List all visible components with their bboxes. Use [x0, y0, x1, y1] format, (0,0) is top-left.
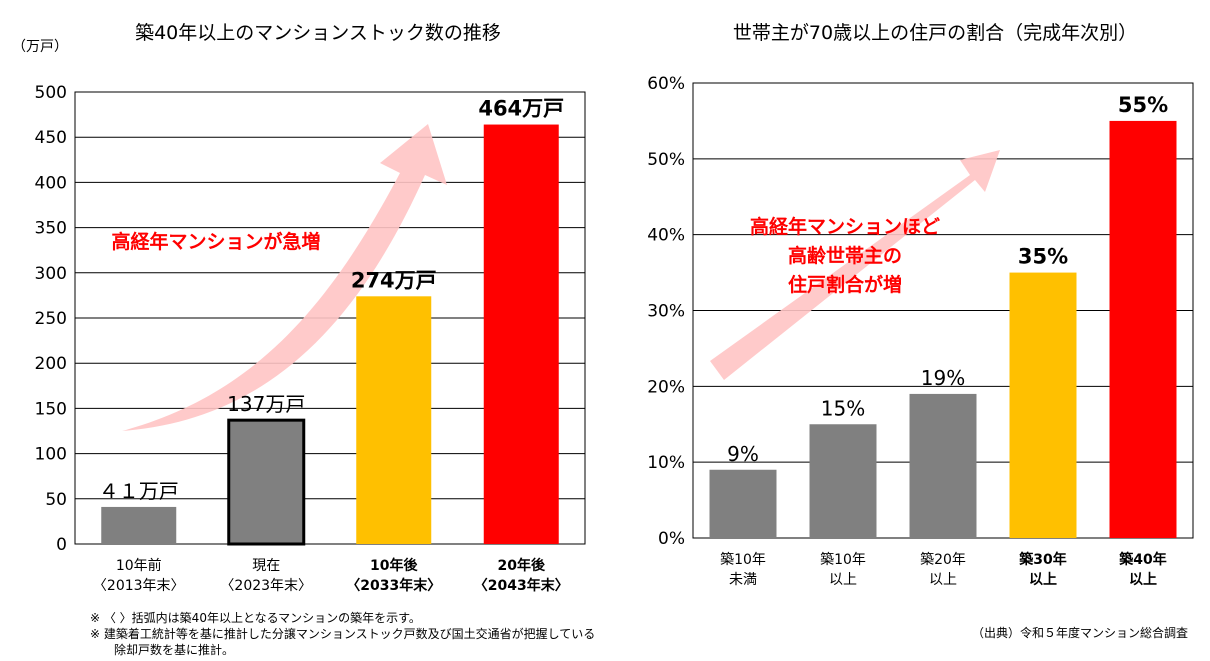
x-tick-label-line1: 築40年: [1118, 551, 1166, 568]
bar-1: [101, 506, 177, 544]
y-tick-label: 350: [35, 219, 67, 239]
footnote-3: 除却戸数を基に推計。: [114, 642, 234, 657]
bar-3: [909, 393, 977, 538]
y-tick-label: 10%: [647, 453, 685, 473]
data-label-1: ４１万戸: [99, 479, 179, 503]
x-tick-label-line1: 築30年: [1018, 551, 1066, 568]
x-tick-label-line1: 20年後: [498, 557, 546, 574]
x-tick-label-line2: 以上: [1129, 572, 1157, 588]
x-tick-label-line2: 〈2033年末〉: [346, 577, 441, 594]
right-annotation-line-1: 高経年マンションほど: [750, 215, 940, 238]
left-chart: 築40年以上のマンションストック数の推移 （万戸） 0 50 100 150 200 25…: [12, 22, 586, 594]
x-tick-label-line2: 〈2013年末〉: [93, 578, 185, 594]
y-tick-label: 40%: [647, 226, 685, 246]
right-trend-arrow: [710, 150, 1000, 380]
x-tick-label-line1: 10年前: [116, 557, 162, 574]
left-unit-label: （万戸）: [12, 39, 68, 55]
x-tick-label-line1: 現在: [252, 558, 280, 574]
x-tick-label-line1: 築10年: [820, 552, 866, 568]
left-trend-arrow: [122, 124, 447, 431]
x-tick-label-line2: 以上: [829, 572, 857, 588]
bar-3: [356, 296, 432, 544]
data-label-3: 19%: [921, 366, 965, 390]
data-label-2: 137万戸: [227, 392, 305, 416]
data-label-5: 55%: [1118, 93, 1168, 117]
left-chart-title: 築40年以上のマンションストック数の推移: [135, 22, 501, 44]
data-label-1: 9%: [727, 442, 759, 466]
bar-4: [1009, 272, 1077, 538]
y-tick-label: 0: [56, 535, 67, 555]
bar-5: [1109, 120, 1177, 539]
data-label-3: 274万戸: [351, 268, 437, 292]
y-tick-label: 300: [35, 264, 67, 284]
footnotes: ※ 〈 〉括弧内は築40年以上となるマンションの築年を示す。 ※ 建築着工統計等…: [90, 610, 595, 657]
footnote-1: ※ 〈 〉括弧内は築40年以上となるマンションの築年を示す。: [90, 610, 421, 625]
footnote-2: ※ 建築着工統計等を基に推計した分譲マンションストック戸数及び国土交通省が把握し…: [90, 626, 595, 641]
y-tick-label: 200: [35, 354, 67, 374]
right-annotation-line-2: 高齢世帯主の: [788, 244, 902, 267]
y-tick-label: 60%: [647, 74, 685, 94]
x-tick-label-line1: 築20年: [920, 552, 966, 568]
data-label-4: 464万戸: [478, 97, 564, 121]
x-tick-label-line2: 以上: [929, 572, 957, 588]
right-annotation-line-3: 住戸割合が増: [788, 273, 902, 296]
right-chart-title: 世帯主が70歳以上の住戸の割合（完成年次別）: [733, 22, 1137, 44]
bar-4: [483, 124, 559, 544]
bar-2: [227, 418, 306, 546]
bar-2: [809, 424, 877, 538]
x-tick-label-line2: 〈2023年末〉: [220, 578, 312, 594]
y-tick-label: 50: [45, 490, 67, 510]
x-tick-label-line2: 未満: [729, 572, 757, 588]
bar-1: [709, 469, 777, 538]
left-annotation: 高経年マンションが急増: [111, 230, 320, 253]
x-tick-label-line2: 以上: [1029, 572, 1057, 588]
y-tick-label: 450: [35, 128, 67, 148]
y-tick-label: 50%: [647, 150, 685, 170]
y-tick-label: 20%: [647, 377, 685, 397]
right-chart: 世帯主が70歳以上の住戸の割合（完成年次別） 0% 10% 20% 30% 40% 50%…: [647, 22, 1194, 640]
x-tick-label-line1: 築10年: [720, 552, 766, 568]
y-tick-label: 30%: [647, 302, 685, 322]
y-tick-label: 400: [35, 173, 67, 193]
x-tick-label-line2: 〈2043年末〉: [474, 577, 569, 594]
y-tick-label: 150: [35, 399, 67, 419]
x-tick-label-line1: 10年後: [370, 557, 418, 574]
y-tick-label: 100: [35, 445, 67, 465]
source-note: （出典）令和５年度マンション総合調査: [972, 625, 1188, 640]
data-label-2: 15%: [821, 396, 865, 420]
y-tick-label: 250: [35, 309, 67, 329]
data-label-4: 35%: [1018, 245, 1068, 269]
y-tick-label: 500: [35, 83, 67, 103]
y-tick-label: 0%: [658, 529, 685, 549]
